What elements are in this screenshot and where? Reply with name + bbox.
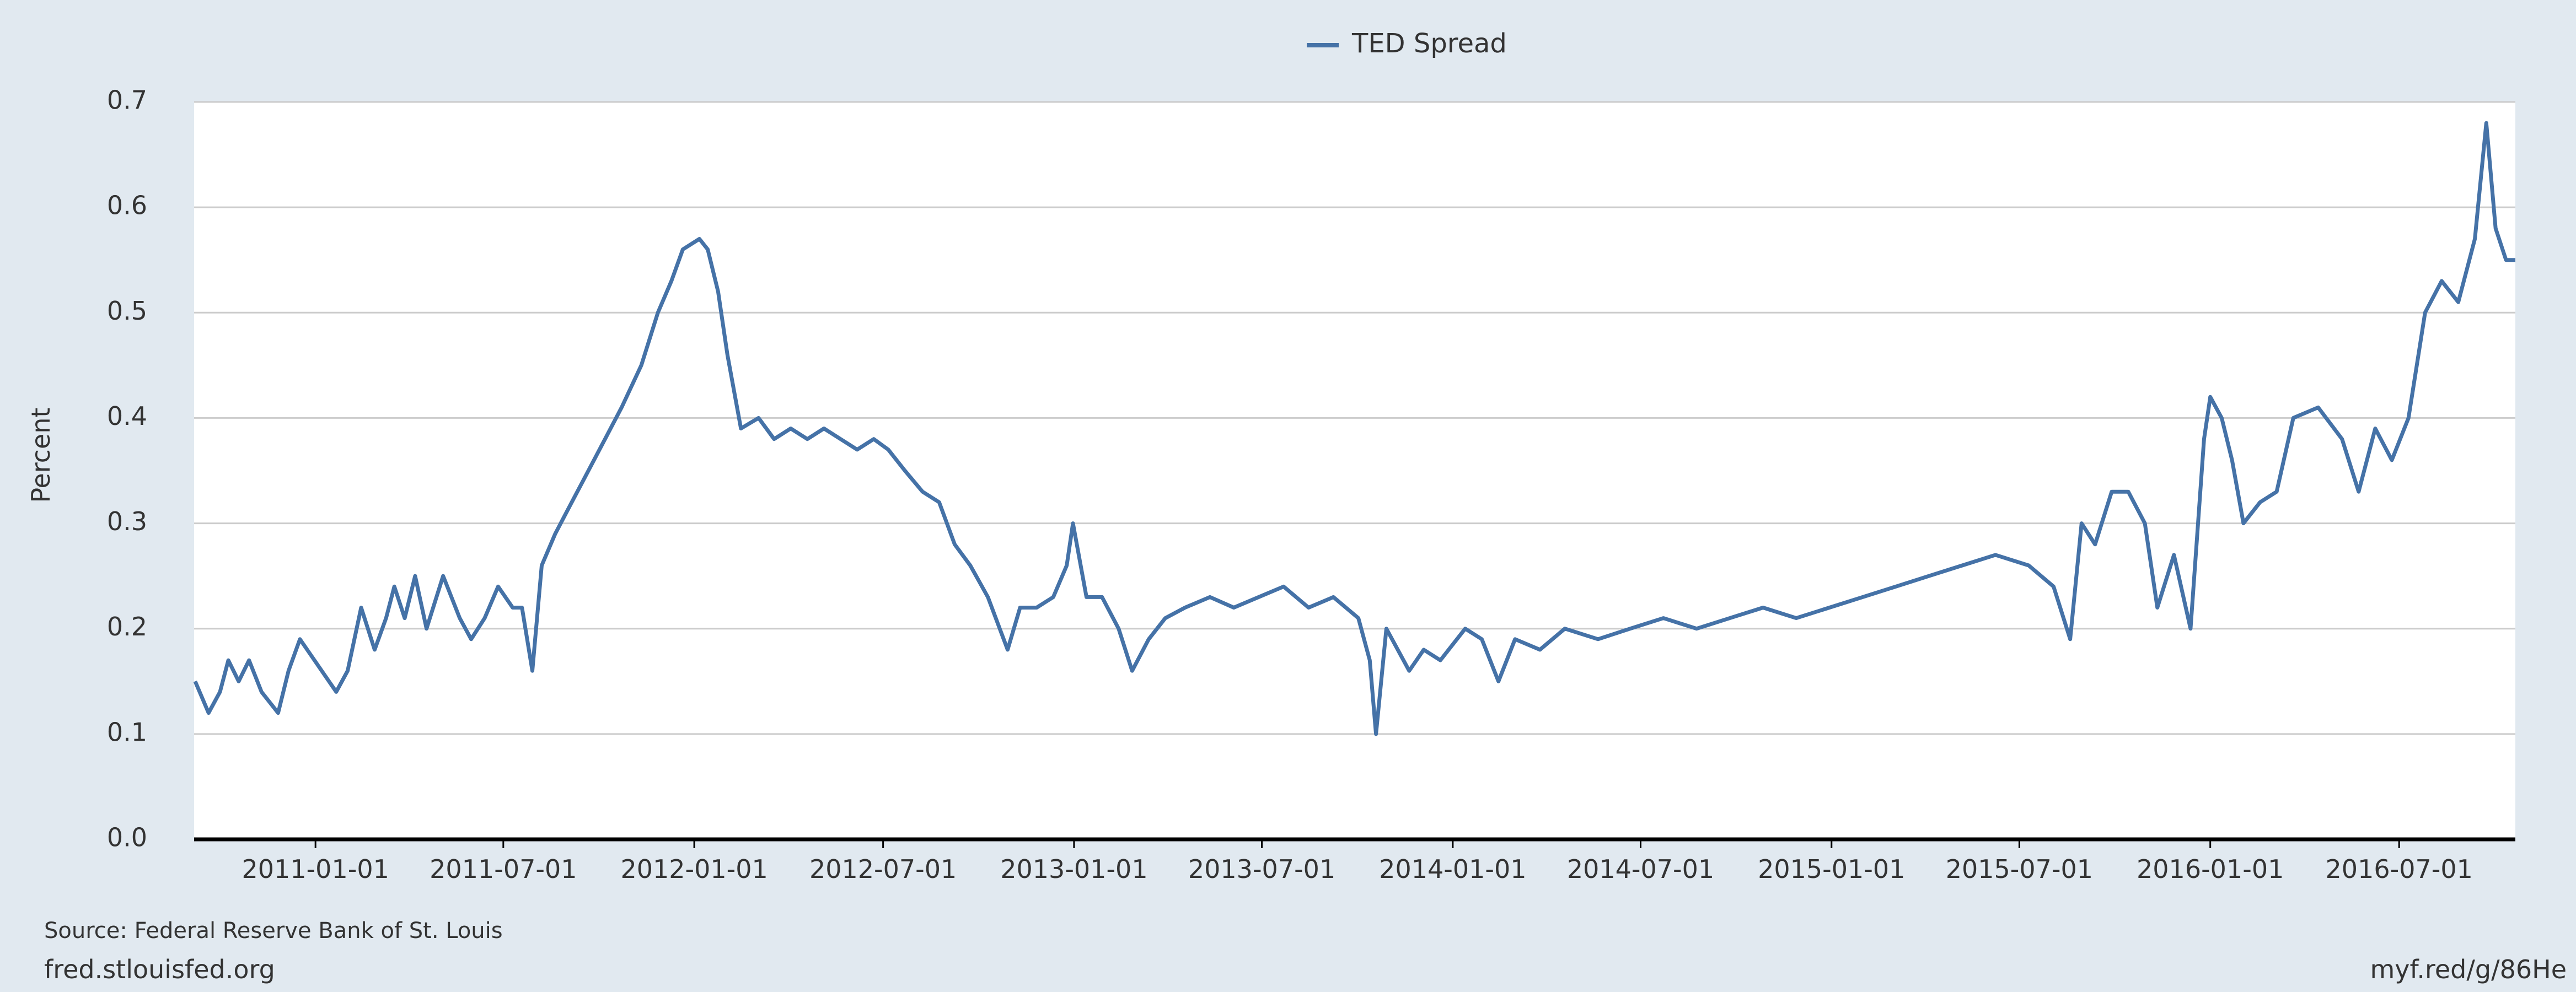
- y-tick-label: 0.2: [107, 612, 147, 641]
- source: Source: Federal Reserve Bank of St. Loui…: [44, 918, 503, 944]
- x-tick-label: 2011-01-01: [242, 854, 389, 884]
- x-tick-label: 2014-01-01: [1379, 854, 1526, 884]
- x-tick-label: 2015-01-01: [1758, 854, 1905, 884]
- x-tick-label: 2011-07-01: [430, 854, 577, 884]
- legend-label: TED Spread: [1351, 28, 1507, 59]
- footer-left: fred.stlouisfed.org: [44, 955, 275, 984]
- x-tick-label: 2014-07-01: [1567, 854, 1714, 884]
- footer-right: myf.red/g/86He: [2370, 955, 2567, 984]
- x-tick-label: 2013-01-01: [1000, 854, 1147, 884]
- y-tick-label: 0.0: [107, 823, 147, 853]
- y-tick-label: 0.3: [107, 506, 147, 536]
- plot-area: [194, 102, 2515, 839]
- y-tick-label: 0.1: [107, 717, 147, 747]
- y-tick-label: 0.5: [107, 296, 147, 326]
- x-tick-label: 2012-07-01: [809, 854, 957, 884]
- x-tick-label: 2012-01-01: [620, 854, 768, 884]
- x-tick-label: 2016-01-01: [2137, 854, 2284, 884]
- y-tick-label: 0.6: [107, 191, 147, 220]
- data-line: [193, 121, 2515, 736]
- x-tick-label: 2013-07-01: [1188, 854, 1335, 884]
- x-tick-label: 2016-07-01: [2326, 854, 2473, 884]
- y-axis-label: Percent: [26, 407, 56, 503]
- y-tick-label: 0.4: [107, 401, 147, 431]
- x-tick-label: 2015-07-01: [1946, 854, 2093, 884]
- y-tick-label: 0.7: [107, 85, 147, 115]
